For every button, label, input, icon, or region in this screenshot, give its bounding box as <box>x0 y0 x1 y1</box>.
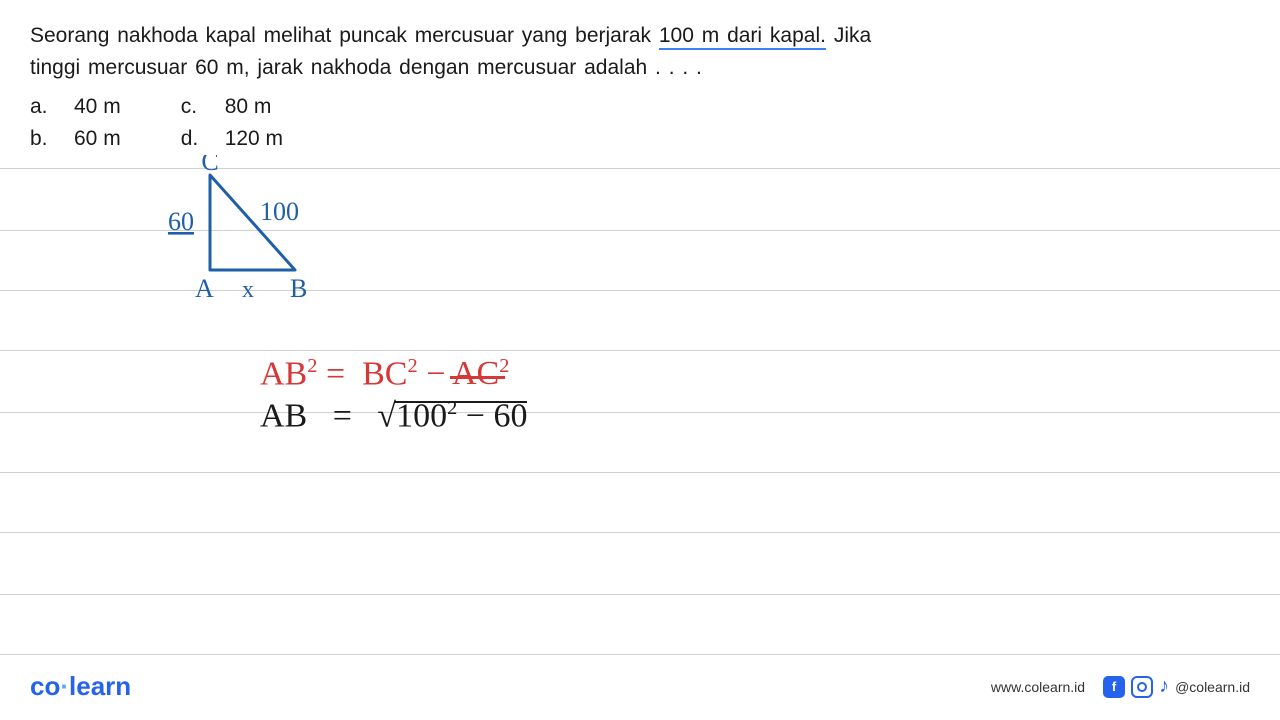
question-line1-pre: Seorang nakhoda kapal melihat puncak mer… <box>30 24 651 47</box>
handwritten-equations: AB2 = BC2 − AC2 AB = √1002 − 60 <box>260 355 527 436</box>
eq1-minus: − <box>426 355 445 392</box>
tiktok-icon: ♪ <box>1159 675 1169 698</box>
option-c-letter: c. <box>181 95 205 119</box>
eq1-equals: = <box>326 355 345 392</box>
social-icons: f ♪ @colearn.id <box>1103 675 1250 698</box>
eq2-equals: = <box>333 398 352 435</box>
label-B: B <box>290 274 307 303</box>
sqrt-symbol: √ <box>377 398 396 435</box>
option-a-letter: a. <box>30 95 54 119</box>
option-d-text: 120 m <box>225 127 283 151</box>
eq1-AB-sup: 2 <box>307 355 317 377</box>
logo-learn: learn <box>69 671 131 701</box>
equation-1: AB2 = BC2 − AC2 <box>260 355 527 393</box>
sqrt-expression: √1002 − 60 <box>377 397 527 435</box>
label-x: x <box>242 277 254 303</box>
eq1-BC-sup: 2 <box>407 355 417 377</box>
eq1-AB: AB <box>260 355 307 392</box>
triangle-svg: C 60 100 A x B <box>150 155 350 325</box>
eq1-AC-sup: 2 <box>499 355 509 377</box>
option-c-text: 80 m <box>225 95 272 119</box>
option-d-letter: d. <box>181 127 205 151</box>
eq1-BC: BC <box>362 355 407 392</box>
eq1-AC: AC <box>452 355 499 392</box>
footer: co·learn www.colearn.id f ♪ @colearn.id <box>0 671 1280 702</box>
question-line1-post: Jika <box>834 24 871 47</box>
equation-2: AB = √1002 − 60 <box>260 397 527 435</box>
eq2-AB: AB <box>260 398 307 435</box>
logo-co: co <box>30 671 60 701</box>
question-underlined: 100 m dari kapal. <box>659 24 826 50</box>
footer-handle: @colearn.id <box>1175 679 1250 695</box>
label-A: A <box>195 274 214 303</box>
logo-dot: · <box>60 671 69 701</box>
instagram-icon <box>1131 676 1153 698</box>
label-60: 60 <box>168 207 194 236</box>
footer-right: www.colearn.id f ♪ @colearn.id <box>991 675 1250 698</box>
option-b-text: 60 m <box>74 127 121 151</box>
facebook-icon: f <box>1103 676 1125 698</box>
label-C: C <box>201 155 218 176</box>
options-grid: a. 40 m b. 60 m c. 80 m d. 120 m <box>30 95 1250 151</box>
question-line2: tinggi mercusuar 60 m, jarak nakhoda den… <box>30 56 702 79</box>
option-b: b. 60 m <box>30 127 121 151</box>
option-d: d. 120 m <box>181 127 283 151</box>
option-a-text: 40 m <box>74 95 121 119</box>
option-b-letter: b. <box>30 127 54 151</box>
colearn-logo: co·learn <box>30 671 131 702</box>
triangle-diagram: C 60 100 A x B <box>150 155 330 305</box>
option-a: a. 40 m <box>30 95 121 119</box>
label-100: 100 <box>260 197 299 226</box>
footer-url: www.colearn.id <box>991 679 1085 695</box>
question-text: Seorang nakhoda kapal melihat puncak mer… <box>30 20 1250 83</box>
option-c: c. 80 m <box>181 95 283 119</box>
